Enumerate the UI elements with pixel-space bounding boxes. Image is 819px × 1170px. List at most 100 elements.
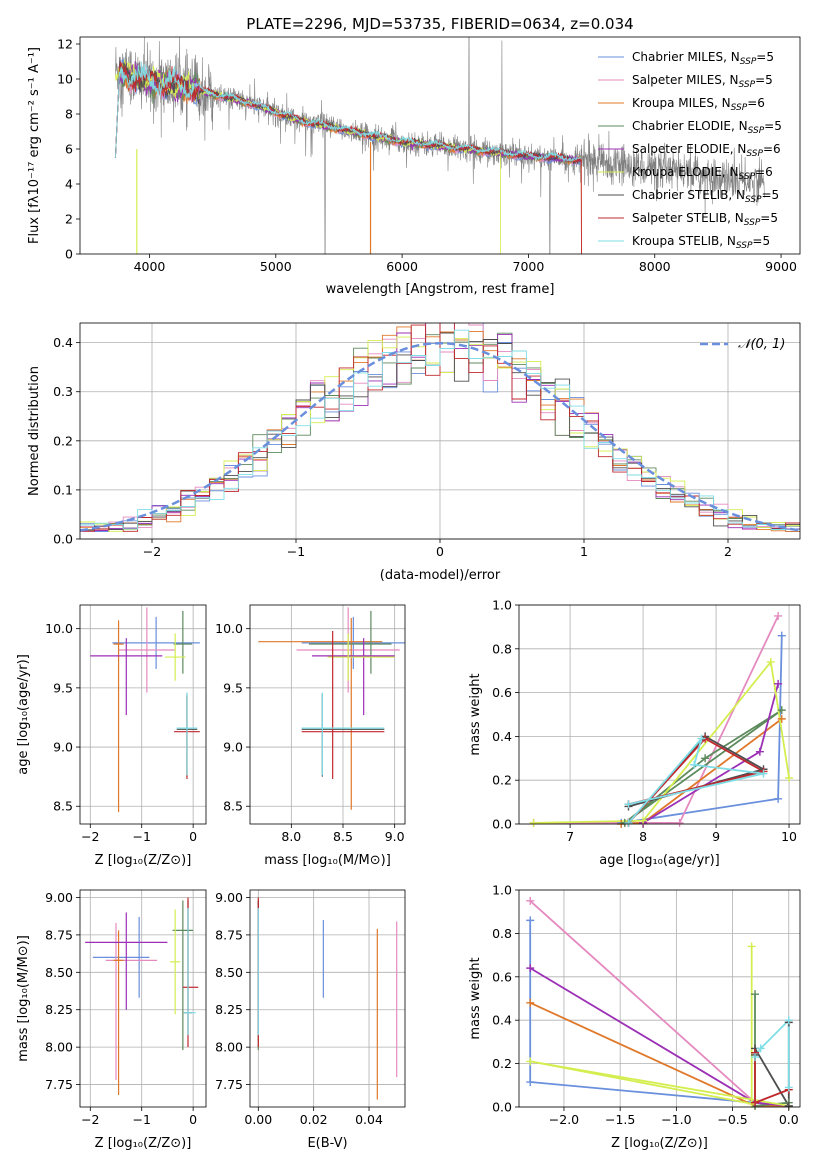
y-tick-label: 0.6 — [492, 685, 512, 700]
weight-point-marker — [774, 679, 783, 688]
weight-point-marker — [526, 1078, 535, 1087]
legend-label: Kroupa STELIB, NSSP=5 — [632, 234, 770, 251]
legend: 𝒩(0, 1) — [700, 337, 785, 352]
y-tick-label: 0.2 — [492, 1056, 512, 1071]
y-tick-label: 0.2 — [53, 433, 73, 448]
x-tick-label: −1 — [287, 544, 305, 559]
x-tick-label: −1 — [132, 1112, 150, 1127]
y-tick-label: 4 — [65, 177, 73, 192]
y-tick-label: 0.0 — [492, 1100, 512, 1115]
x-tick-label: 5000 — [260, 259, 292, 274]
weight-point-marker — [777, 706, 786, 715]
y-tick-label: 10 — [57, 72, 73, 87]
x-tick-label: −2 — [81, 1112, 99, 1127]
weight-series-line — [627, 737, 765, 824]
x-tick-label: 7 — [566, 829, 574, 844]
x-tick-label: 9.0 — [385, 829, 405, 844]
axes-frame — [79, 604, 207, 825]
y-tick-label: 8 — [65, 107, 73, 122]
x-tick-label: 0.02 — [300, 1112, 328, 1127]
weight-series-line — [533, 661, 790, 824]
x-axis-label: Z [log₁₀(Z/Z⊙)] — [95, 853, 192, 868]
legend-label: Kroupa ELODIE, NSSP=6 — [632, 165, 773, 182]
x-axis-label: E(B-V) — [307, 1136, 347, 1151]
y-tick-label: 9.5 — [53, 680, 73, 695]
y-tick-label: 0.4 — [492, 1013, 512, 1028]
weight-point-marker — [526, 916, 535, 925]
axes-frame — [79, 889, 207, 1108]
weight-point-marker — [777, 714, 786, 723]
y-tick-label: 7.75 — [215, 1077, 243, 1092]
plot-area — [85, 897, 199, 1096]
y-tick-label: 9.00 — [45, 890, 73, 905]
x-axis-label: mass [log₁₀(M/M⊙)] — [264, 853, 391, 868]
y-axis-label: mass weight — [468, 673, 483, 755]
weight-point-marker — [774, 794, 783, 803]
weight-series-line — [621, 635, 783, 824]
panel-weight_vs_Z: −2.0 −1.5 −1.0 −0.5 0.0 0.0 0.2 0.4 0.6 0.8 1.0 Z [… — [468, 883, 801, 1151]
model-spectrum — [114, 61, 582, 163]
y-axis-label: mass weight — [468, 957, 483, 1039]
y-tick-label: 0.0 — [53, 532, 73, 547]
axes-frame — [518, 889, 801, 1108]
y-axis-label: Normed distribution — [27, 366, 42, 496]
y-tick-label: 9.0 — [223, 740, 243, 755]
x-axis-label: Z [log₁₀(Z/Z⊙)] — [611, 1136, 708, 1151]
x-tick-label: 0 — [189, 829, 197, 844]
weight-point-marker — [784, 1083, 793, 1092]
panel-mass_vs_Z: −2 −1 0 7.75 8.00 8.25 8.50 8.75 9.00 Z [log₁₀(Z/… — [16, 889, 207, 1151]
plot-layer: 4000 5000 6000 7000 8000 9000024681012Chabrie… — [16, 37, 801, 1151]
y-tick-label: 0.4 — [53, 335, 73, 350]
y-tick-label: 6 — [65, 142, 73, 157]
x-tick-label: 4000 — [134, 259, 166, 274]
weight-point-marker — [755, 747, 764, 756]
y-tick-label: 9.5 — [223, 680, 243, 695]
axes-frame — [518, 604, 801, 825]
weight-point-marker — [756, 1044, 765, 1053]
gaussian-curve — [80, 341, 800, 532]
x-tick-label: 6000 — [386, 259, 418, 274]
x-axis-label: wavelength [Angstrom, rest frame] — [326, 282, 555, 297]
x-tick-label: 1 — [580, 544, 588, 559]
y-axis-label: Flux [fλ10⁻¹⁷ erg cm⁻² s⁻¹ A⁻¹] — [27, 47, 42, 244]
weight-point-marker — [526, 998, 535, 1007]
weight-point-marker — [747, 942, 756, 951]
panel-age_vs_Z: −2 −1 0 8.5 9.0 9.5 10.0 Z [log₁₀(Z/Z⊙)] age [lo… — [16, 604, 207, 868]
weight-series-line — [754, 1022, 790, 1107]
weight-point-marker — [784, 1101, 793, 1110]
weight-point-marker — [751, 1098, 760, 1107]
x-axis-label: (data-model)/error — [380, 568, 501, 583]
panel-residuals: −2 −1 0 1 2 0.0 0.1 0.2 0.3 0.4 𝒩(0, 1) (data-model… — [27, 322, 801, 583]
x-tick-label: −1.5 — [605, 1112, 635, 1127]
y-tick-label: 0.3 — [53, 384, 73, 399]
residual-histogram — [80, 329, 800, 531]
y-tick-label: 0.8 — [492, 641, 512, 656]
weight-point-marker — [751, 990, 760, 999]
axes-frame — [249, 604, 406, 825]
y-tick-label: 7.75 — [45, 1077, 73, 1092]
y-tick-label: 8.75 — [45, 927, 73, 942]
weight-point-marker — [747, 1099, 756, 1108]
x-tick-label: 0 — [436, 544, 444, 559]
x-tick-label: 8 — [639, 829, 647, 844]
y-tick-label: 8.75 — [215, 927, 243, 942]
y-tick-label: 8.5 — [223, 799, 243, 814]
weight-point-marker — [624, 818, 633, 827]
y-tick-label: 8.50 — [45, 965, 73, 980]
legend-label: Chabrier ELODIE, NSSP=5 — [632, 119, 782, 136]
x-tick-label: 8.5 — [333, 829, 353, 844]
y-tick-label: 9.00 — [215, 890, 243, 905]
plot-area — [257, 897, 398, 1100]
x-axis-label: age [log₁₀(age/yr)] — [599, 853, 720, 868]
weight-point-marker — [751, 1053, 760, 1062]
panel-spectrum: 4000 5000 6000 7000 8000 9000 0 2 4 6 8 10 12 Chabrie… — [27, 37, 801, 297]
axes-frame — [79, 322, 801, 540]
plot-area — [114, 37, 765, 254]
y-tick-label: 8.50 — [215, 965, 243, 980]
y-tick-label: 2 — [65, 212, 73, 227]
legend: Chabrier MILES, NSSP=5 Salpeter MILES, NS… — [598, 50, 782, 251]
y-tick-label: 8.25 — [45, 1002, 73, 1017]
weight-series-line — [529, 920, 789, 1107]
y-tick-label: 1.0 — [492, 598, 512, 613]
